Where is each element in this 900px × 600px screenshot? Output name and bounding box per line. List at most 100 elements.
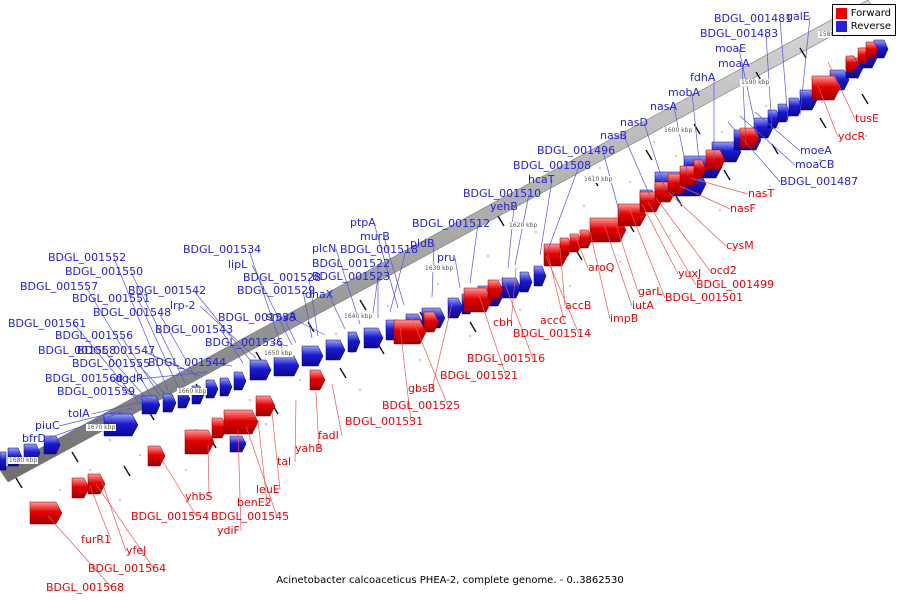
gene-label-forward[interactable]: leuE — [256, 483, 280, 496]
gene-label-reverse-leader — [120, 335, 161, 397]
gene-label-reverse-leader — [623, 135, 651, 197]
gene-label-reverse[interactable]: BDGL_001556 — [55, 329, 134, 342]
gene-label-reverse[interactable]: lrp-2 — [170, 299, 196, 312]
gene-label-reverse[interactable]: murB — [360, 230, 390, 243]
gene-label-forward[interactable]: furR1 — [81, 533, 112, 546]
gene-label-forward[interactable]: fadI — [318, 429, 339, 442]
gene-label-reverse[interactable]: lipL — [228, 258, 248, 271]
gene-label-forward[interactable]: ydiF — [217, 524, 240, 537]
gene-label-reverse[interactable]: BDGL_001536 — [205, 336, 284, 349]
gene-label-forward[interactable]: BDGL_001516 — [467, 352, 546, 365]
legend-reverse-label: Reverse — [850, 21, 891, 32]
gene-label-reverse[interactable]: BDGL_001534 — [183, 243, 262, 256]
gene-label-forward-leader — [245, 425, 278, 518]
gene-label-reverse[interactable]: plcN — [312, 242, 337, 255]
gene-label-forward[interactable]: accC — [540, 314, 567, 327]
reverse-label-leaders — [45, 16, 811, 440]
gene-label-reverse[interactable]: BDGL_001551 — [72, 292, 151, 305]
gene-label-forward[interactable]: BDGL_001568 — [46, 581, 125, 594]
gene-label-reverse[interactable]: BDGL_001508 — [513, 159, 592, 172]
gene-label-reverse[interactable]: nasD — [620, 116, 648, 129]
gene-label-forward[interactable]: accB — [565, 299, 592, 312]
gene-label-reverse[interactable]: BDGL_001559 — [57, 385, 136, 398]
gene-label-reverse[interactable]: BDGL_001483 — [700, 27, 779, 40]
gene-label-forward[interactable]: benE2 — [237, 496, 272, 509]
gene-label-reverse[interactable]: BDGL_001552 — [48, 251, 127, 264]
gene-label-forward[interactable]: BDGL_001545 — [211, 510, 290, 523]
gene-label-reverse[interactable]: moaE — [715, 42, 747, 55]
gene-label-forward[interactable]: BDGL_001564 — [88, 562, 167, 575]
gene-label-reverse[interactable]: BDGL_001518 — [340, 243, 419, 256]
gene-label-reverse[interactable]: bfrD — [22, 432, 46, 445]
gene-label-reverse[interactable]: BDGL_001561 — [8, 317, 87, 330]
gene-label-forward[interactable]: yuxJ — [678, 267, 702, 280]
gene-label-forward[interactable]: BDGL_001501 — [665, 291, 744, 304]
gene-label-forward-leader — [331, 383, 343, 437]
gene-label-reverse[interactable]: BDGL_001481 — [714, 12, 793, 25]
gene-label-forward[interactable]: nasT — [748, 187, 775, 200]
gene-label-reverse[interactable]: nasB — [600, 129, 627, 142]
gene-label-reverse[interactable]: BDGL_001550 — [65, 265, 144, 278]
gene-label-reverse[interactable]: pldB — [410, 237, 435, 250]
gene-label-forward[interactable]: BDGL_001531 — [345, 415, 424, 428]
gene-label-reverse[interactable]: ptpA — [350, 216, 376, 229]
gene-label-reverse[interactable]: BDGL_001558 — [38, 344, 117, 357]
gene-label-reverse[interactable]: hcaT — [528, 173, 555, 186]
gene-label-reverse[interactable]: BDGL_001543 — [155, 323, 234, 336]
gene-label-reverse[interactable]: pru — [437, 251, 456, 264]
gene-label-forward[interactable]: impB — [610, 312, 639, 325]
gene-label-reverse[interactable]: mobA — [668, 86, 700, 99]
gene-label-reverse[interactable]: piuC — [35, 419, 60, 432]
gene-label-reverse[interactable]: yehB — [490, 200, 518, 213]
gene-label-reverse[interactable]: galE — [786, 10, 810, 23]
gene-label-forward[interactable]: ocd2 — [710, 264, 737, 277]
gene-label-reverse[interactable]: BDGL_001542 — [128, 284, 207, 297]
gene-label-forward[interactable]: BDGL_001499 — [696, 278, 775, 291]
gene-label-reverse[interactable]: moeA — [800, 144, 832, 157]
gene-label-forward[interactable]: cbh — [493, 316, 514, 329]
gene-label-forward[interactable]: yhbS — [185, 490, 213, 503]
gene-label-reverse[interactable]: moaA — [718, 57, 750, 70]
gene-label-reverse[interactable]: BDGL_001522 — [312, 257, 391, 270]
gene-label-reverse[interactable]: BDGL_001544 — [148, 356, 227, 369]
gene-label-reverse-leader — [137, 298, 179, 388]
gene-label-reverse[interactable]: smvA — [266, 310, 297, 323]
gene-label-reverse[interactable]: BDGL_001523 — [312, 270, 391, 283]
gene-label-reverse[interactable]: dgdR — [115, 372, 144, 385]
gene-label-reverse[interactable]: BDGL_001533 — [218, 311, 297, 324]
gene-label-forward[interactable]: gbsB — [408, 382, 436, 395]
gene-label-reverse[interactable]: fdhA — [690, 71, 716, 84]
axis-tick-label: 1590 kbp — [740, 79, 771, 86]
gene-label-forward[interactable]: yahB — [295, 442, 323, 455]
gene-label-reverse[interactable]: BDGL_001510 — [463, 187, 542, 200]
gene-label-forward[interactable]: nasF — [730, 202, 756, 215]
gene-label-forward[interactable]: ydcR — [838, 130, 866, 143]
gene-label-reverse[interactable]: BDGL_001487 — [780, 175, 859, 188]
gene-label-forward[interactable]: yfeJ — [126, 544, 147, 557]
gene-label-forward[interactable]: iutA — [632, 299, 654, 312]
gene-label-reverse[interactable]: nasA — [650, 100, 677, 113]
gene-label-reverse[interactable]: BDGL_001560 — [45, 372, 124, 385]
gene-label-reverse[interactable]: tolA — [68, 407, 90, 420]
gene-label-forward[interactable]: aroQ — [588, 261, 615, 274]
gene-label-forward[interactable]: garL — [638, 285, 663, 298]
gene-label-reverse[interactable]: BDGL_001547 — [77, 344, 156, 357]
gene-label-forward[interactable]: BDGL_001525 — [382, 399, 461, 412]
gene-label-forward[interactable]: tal — [277, 455, 292, 468]
gene-label-forward[interactable]: tusE — [855, 112, 879, 125]
gene-label-forward[interactable]: BDGL_001514 — [513, 327, 592, 340]
gene-label-reverse[interactable]: BDGL_001512 — [412, 217, 491, 230]
gene-label-reverse[interactable]: dnaX — [305, 288, 334, 301]
gene-label-reverse[interactable]: BDGL_001548 — [93, 306, 172, 319]
gene-label-reverse[interactable]: BDGL_001557 — [20, 280, 99, 293]
gene-label-forward[interactable]: BDGL_001554 — [131, 510, 210, 523]
gene-label-forward-leader — [545, 255, 580, 335]
gene-label-forward[interactable]: BDGL_001521 — [440, 369, 519, 382]
gene-label-reverse-leader — [739, 115, 796, 166]
gene-label-reverse[interactable]: BDGL_001529 — [237, 284, 316, 297]
gene-label-forward[interactable]: cysM — [726, 239, 754, 252]
gene-label-reverse[interactable]: BDGL_001555 — [72, 357, 151, 370]
gene-label-reverse[interactable]: BDGL_001496 — [537, 144, 616, 157]
gene-label-reverse[interactable]: moaCB — [795, 158, 835, 171]
gene-label-reverse[interactable]: BDGL_001528 — [243, 271, 322, 284]
